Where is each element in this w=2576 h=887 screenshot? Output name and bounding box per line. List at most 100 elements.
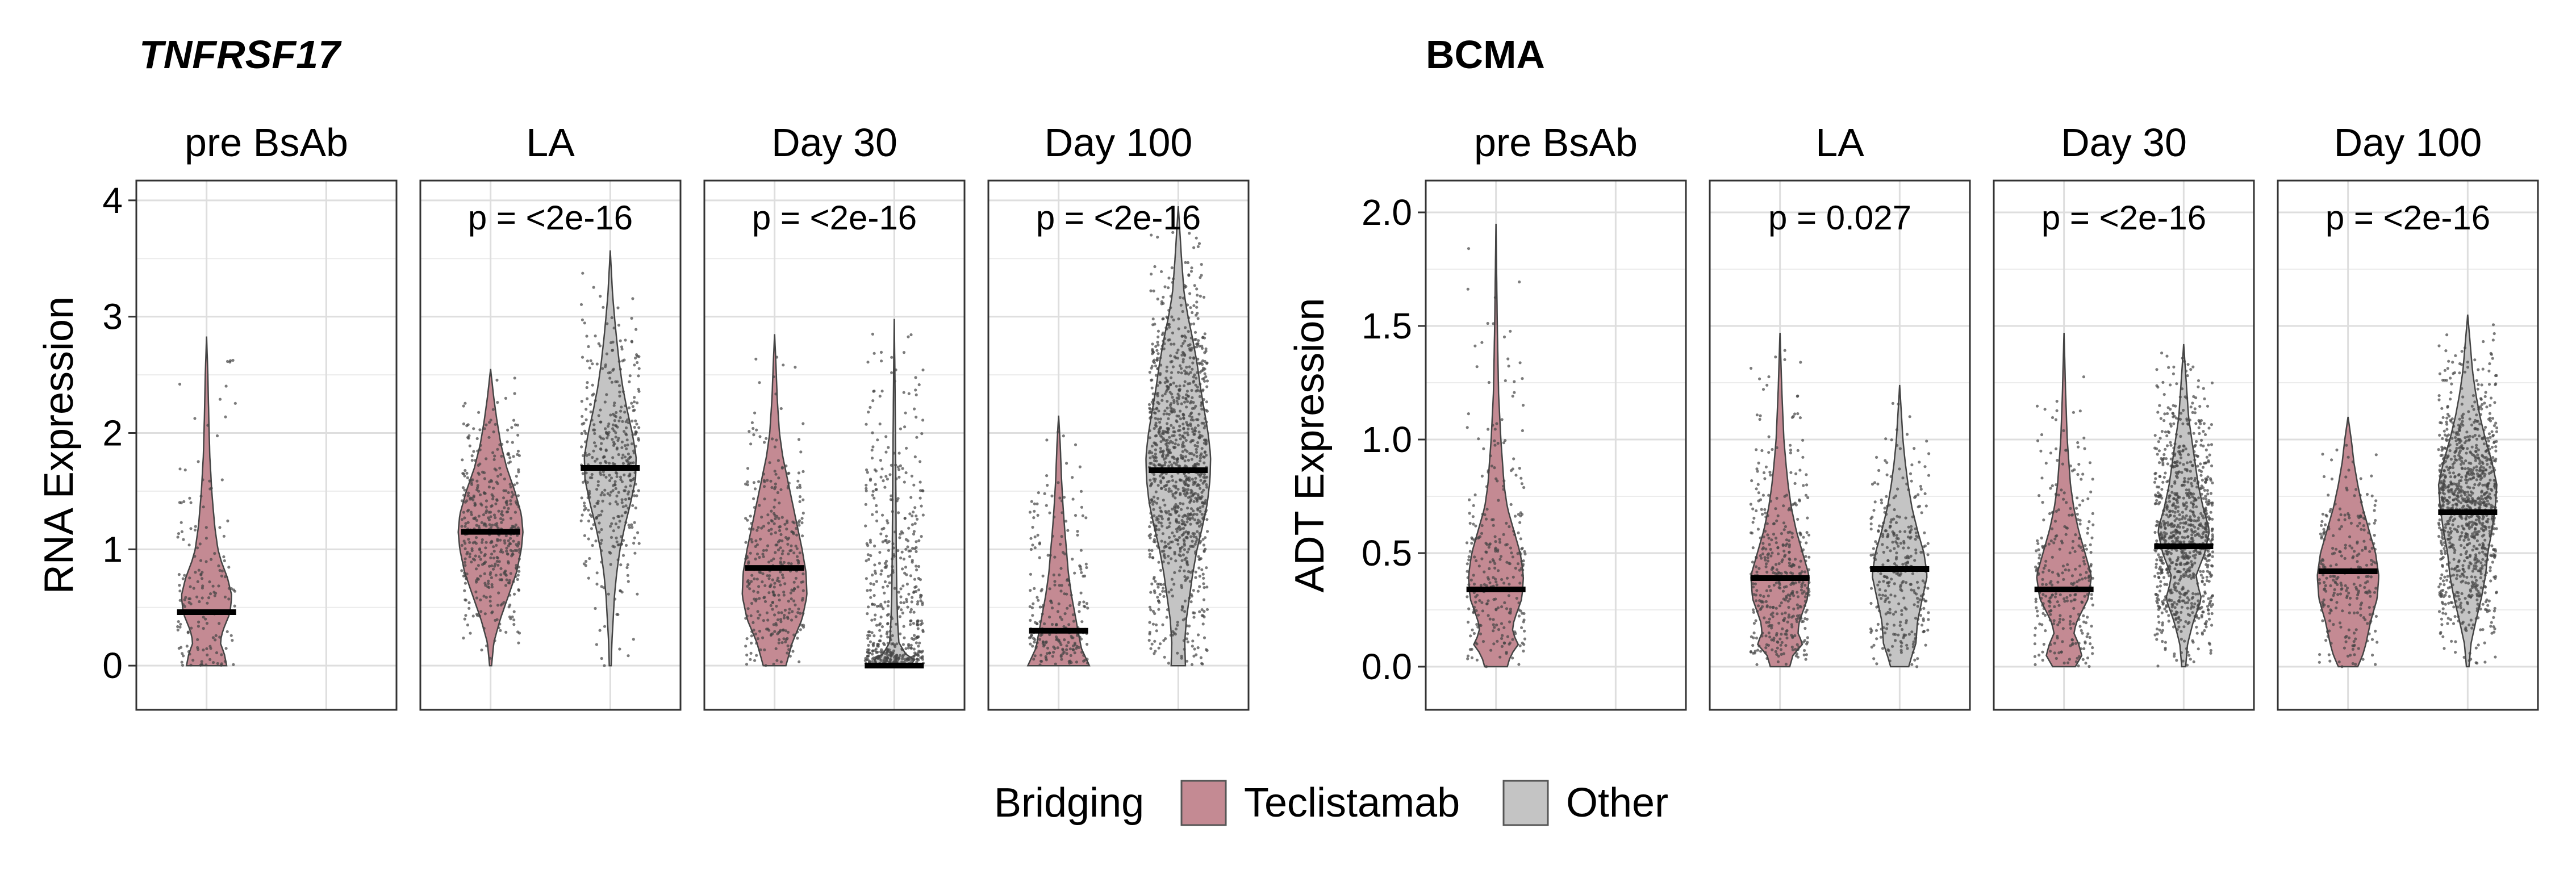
data-point: [634, 328, 638, 331]
data-point: [1488, 567, 1491, 571]
data-point: [1905, 581, 1908, 584]
data-point: [911, 559, 914, 562]
data-point: [485, 541, 488, 544]
data-point: [1198, 436, 1201, 440]
data-point: [871, 493, 874, 497]
data-point: [780, 573, 784, 576]
data-point: [508, 483, 512, 486]
data-point: [1175, 530, 1179, 533]
data-point: [1775, 606, 1778, 610]
data-point: [470, 560, 473, 564]
data-point: [1922, 606, 1926, 610]
data-point: [1158, 593, 1162, 596]
data-point: [1772, 533, 1776, 536]
data-point: [627, 497, 631, 500]
data-point: [2205, 625, 2208, 629]
data-point: [1203, 550, 1206, 553]
data-point: [1158, 506, 1162, 509]
data-point: [1885, 473, 1889, 476]
data-point: [632, 449, 636, 453]
data-point: [1183, 548, 1186, 551]
data-point: [1904, 516, 1907, 520]
data-point: [508, 579, 511, 582]
data-point: [1898, 515, 1901, 519]
data-point: [1897, 545, 1900, 548]
data-point: [866, 612, 869, 616]
data-point: [1154, 434, 1157, 438]
data-point: [1167, 487, 1171, 491]
data-point: [637, 489, 640, 492]
data-point: [2036, 542, 2040, 545]
data-point: [2086, 656, 2090, 660]
data-point: [1196, 445, 1199, 448]
data-point: [218, 568, 222, 572]
data-point: [1884, 598, 1888, 601]
data-point: [2082, 614, 2085, 617]
data-point: [1187, 570, 1190, 574]
data-point: [610, 380, 613, 384]
rna-panel-title: TNFRSF17: [139, 32, 342, 77]
data-point: [604, 427, 607, 430]
data-point: [475, 596, 479, 600]
data-point: [1191, 494, 1194, 497]
data-point: [756, 591, 759, 594]
data-point: [903, 636, 906, 639]
data-point: [1032, 637, 1036, 640]
data-point: [1905, 608, 1908, 611]
data-point: [1804, 610, 1807, 614]
data-point: [2081, 549, 2085, 552]
data-point: [1901, 563, 1905, 566]
data-point: [1475, 658, 1479, 662]
data-point: [865, 559, 868, 563]
data-point: [1505, 576, 1509, 580]
data-point: [1057, 602, 1061, 605]
data-point: [2166, 412, 2169, 416]
data-point: [1191, 639, 1195, 643]
data-point: [2063, 491, 2066, 495]
data-point: [1899, 542, 1902, 545]
data-point: [1520, 559, 1523, 563]
data-point: [1899, 620, 1902, 624]
data-point: [467, 601, 471, 605]
data-point: [1498, 538, 1501, 541]
data-point: [2053, 651, 2056, 655]
data-point: [620, 480, 624, 483]
data-point: [1191, 407, 1194, 411]
data-point: [2081, 631, 2084, 635]
data-point: [1494, 540, 1497, 543]
data-point: [1919, 487, 1923, 491]
data-point: [915, 550, 918, 554]
data-point: [1495, 624, 1498, 627]
data-point: [617, 384, 621, 387]
data-point: [611, 438, 614, 441]
data-point: [1179, 566, 1183, 569]
data-point: [754, 597, 758, 601]
data-point: [1922, 617, 1925, 621]
data-point: [1194, 338, 1197, 341]
data-point: [750, 580, 753, 583]
data-point: [1189, 600, 1193, 604]
data-point: [1924, 504, 1928, 508]
data-point: [2086, 532, 2089, 535]
data-point: [1489, 648, 1493, 652]
data-point: [903, 480, 906, 484]
data-point: [1908, 415, 1911, 419]
data-point: [479, 598, 482, 602]
data-point: [2077, 537, 2081, 540]
data-point: [1914, 617, 1918, 620]
data-point: [183, 598, 186, 601]
data-point: [1171, 595, 1174, 598]
data-point: [1037, 491, 1040, 495]
data-point: [904, 411, 907, 415]
data-point: [182, 654, 185, 658]
data-point: [1902, 546, 1905, 550]
data-point: [612, 327, 616, 330]
data-point: [1877, 524, 1881, 528]
data-point: [883, 580, 887, 584]
data-point: [1046, 483, 1049, 487]
data-point: [1201, 366, 1205, 370]
data-point: [745, 637, 749, 641]
data-point: [783, 522, 787, 526]
data-point: [2048, 618, 2052, 622]
data-point: [2033, 634, 2037, 637]
